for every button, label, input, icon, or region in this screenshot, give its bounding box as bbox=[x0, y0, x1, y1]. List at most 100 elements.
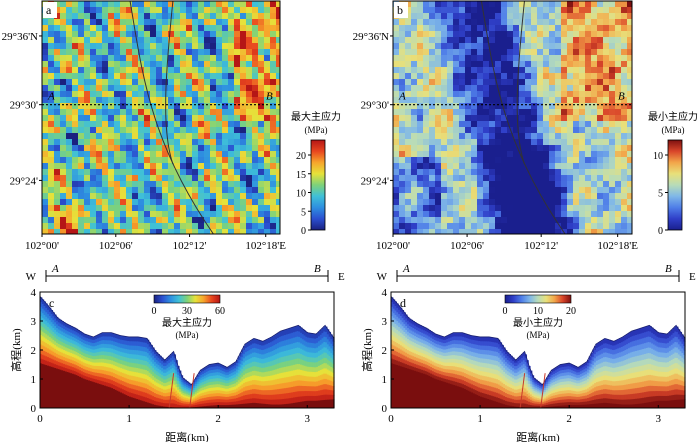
stress-cell bbox=[214, 387, 217, 391]
stress-cell bbox=[141, 364, 144, 370]
stress-cell bbox=[590, 363, 593, 368]
stress-cell bbox=[157, 405, 160, 408]
stress-cell bbox=[244, 377, 248, 383]
stress-cell bbox=[528, 371, 531, 376]
stress-cell bbox=[415, 347, 419, 352]
stress-cell bbox=[300, 343, 303, 350]
stress-cell bbox=[276, 338, 280, 344]
stress-cell bbox=[56, 328, 59, 333]
stress-cell bbox=[490, 364, 494, 370]
stress-cell bbox=[164, 396, 168, 401]
stress-cell bbox=[236, 382, 239, 386]
stress-cell bbox=[177, 404, 180, 409]
stress-cell bbox=[278, 383, 282, 390]
stress-cell bbox=[104, 378, 107, 383]
stress-cell bbox=[540, 404, 544, 407]
stress-cell bbox=[241, 403, 244, 408]
stress-cell bbox=[260, 403, 264, 408]
stress-cell bbox=[505, 389, 508, 394]
stress-cell bbox=[505, 404, 508, 408]
stress-cell bbox=[456, 355, 460, 360]
stress-cell bbox=[230, 378, 234, 383]
stress-cell bbox=[73, 371, 77, 375]
stress-cell bbox=[496, 383, 499, 389]
stress-cell bbox=[86, 376, 89, 381]
stress-cell bbox=[603, 357, 606, 363]
stress-cell bbox=[407, 353, 410, 358]
stress-cell bbox=[627, 368, 631, 375]
stress-cell bbox=[325, 399, 328, 408]
stress-cell bbox=[465, 342, 469, 347]
stress-cell bbox=[535, 381, 538, 385]
stress-cell bbox=[273, 340, 276, 346]
stress-cell bbox=[138, 337, 141, 342]
stress-cell bbox=[423, 343, 426, 348]
stress-cell bbox=[41, 336, 45, 342]
stress-cell bbox=[674, 378, 677, 385]
stress-cell bbox=[547, 374, 551, 378]
stress-cell bbox=[184, 393, 187, 397]
stress-cell bbox=[54, 341, 57, 346]
stress-cell bbox=[606, 393, 609, 399]
stress-cell bbox=[162, 369, 166, 374]
stress-cell bbox=[656, 400, 659, 408]
stress-cell bbox=[654, 380, 658, 387]
stress-cell bbox=[590, 371, 593, 376]
stress-cell bbox=[159, 359, 162, 364]
stress-cell bbox=[98, 376, 102, 381]
stress-cell bbox=[116, 374, 119, 380]
stress-cell bbox=[487, 367, 490, 373]
stress-cell bbox=[471, 392, 474, 408]
stress-cell bbox=[111, 332, 114, 338]
stress-cell bbox=[665, 400, 668, 408]
stress-cell bbox=[547, 383, 551, 387]
stress-cell bbox=[79, 376, 82, 408]
stress-cell bbox=[45, 334, 48, 340]
stress-cell bbox=[549, 371, 552, 375]
stress-cell bbox=[533, 382, 536, 385]
stress-cell bbox=[52, 351, 55, 356]
stress-cell bbox=[629, 404, 633, 408]
stress-cell bbox=[423, 347, 426, 351]
stress-cell bbox=[284, 398, 287, 405]
stress-cell bbox=[658, 361, 661, 368]
stress-cell bbox=[547, 406, 551, 408]
stress-cell bbox=[130, 388, 134, 394]
stress-cell bbox=[209, 382, 212, 386]
stress-cell bbox=[255, 371, 258, 377]
stress-cell bbox=[141, 346, 144, 352]
stress-cell bbox=[221, 370, 225, 375]
stress-cell bbox=[155, 375, 159, 380]
stress-cell bbox=[325, 373, 328, 380]
stress-cell bbox=[476, 344, 479, 350]
stress-cell bbox=[442, 346, 446, 350]
stress-cell bbox=[260, 349, 264, 355]
stress-cell bbox=[205, 394, 209, 398]
stress-cell bbox=[80, 338, 84, 343]
stress-cell bbox=[47, 326, 50, 332]
stress-cell bbox=[517, 399, 520, 404]
stress-cell bbox=[633, 330, 636, 336]
stress-cell bbox=[252, 384, 255, 390]
stress-cell bbox=[455, 378, 458, 383]
stress-cell bbox=[467, 342, 470, 348]
stress-cell bbox=[150, 395, 153, 400]
stress-cell bbox=[269, 394, 273, 401]
stress-cell bbox=[200, 388, 203, 392]
stress-cell bbox=[415, 323, 419, 328]
stress-cell bbox=[579, 376, 583, 381]
stress-cell bbox=[266, 362, 269, 368]
stress-cell bbox=[121, 360, 125, 366]
stress-cell bbox=[225, 388, 228, 392]
stress-cell bbox=[430, 373, 433, 378]
stress-cell bbox=[407, 316, 410, 322]
stress-cell bbox=[415, 330, 419, 335]
stress-cell bbox=[146, 357, 150, 363]
stress-cell bbox=[522, 399, 526, 404]
stress-cell bbox=[485, 354, 488, 360]
stress-cell bbox=[533, 388, 536, 392]
stress-cell bbox=[139, 341, 143, 347]
stress-cell bbox=[100, 377, 103, 382]
stress-cell bbox=[287, 350, 291, 356]
stress-cell bbox=[553, 392, 556, 396]
